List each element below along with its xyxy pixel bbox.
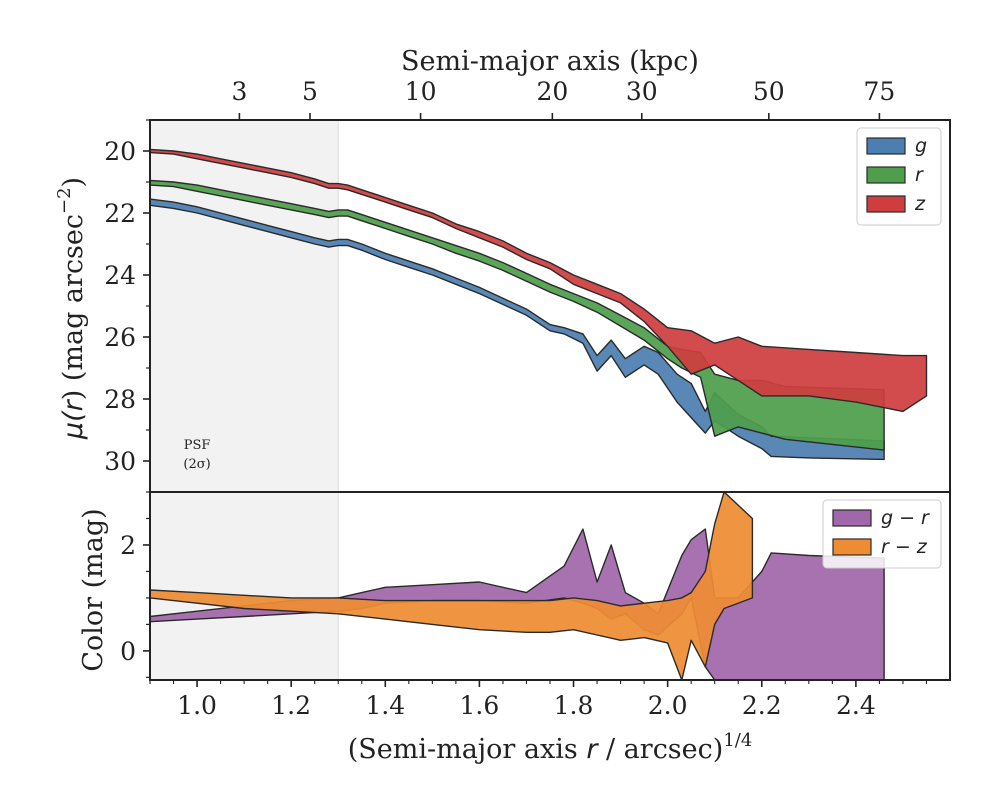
series-band-r	[150, 179, 885, 451]
y-tick-label-top: 30	[104, 447, 136, 476]
x-tick-label: 2.0	[648, 691, 688, 720]
legend-swatch	[832, 538, 872, 556]
x-tick-label: 1.8	[554, 691, 594, 720]
x-tick-label: 1.0	[177, 691, 217, 720]
x-axis-title-main: (Semi-major axis	[348, 734, 587, 765]
top-axis-title: Semi-major axis (kpc)	[401, 46, 699, 77]
legend-label: z	[914, 193, 926, 215]
legend-label: g	[915, 135, 927, 157]
x-axis-title-sup: 1/4	[723, 730, 752, 751]
legend-swatch	[866, 137, 906, 155]
legend-top: grz	[856, 127, 942, 226]
y-tick-label-bottom: 2	[120, 531, 136, 560]
x-axis-title-unit: / arcsec)	[597, 734, 723, 765]
y-axis-title-mu: μ(	[58, 410, 89, 440]
x-axis-title-var: r	[586, 734, 599, 765]
x-tick-label: 1.2	[271, 691, 311, 720]
y-tick-label-top: 24	[104, 261, 136, 290]
y-tick-label-top: 28	[104, 385, 136, 414]
y-axis-title-bottom: Color (mag)	[78, 508, 109, 671]
y-tick-label-top: 26	[104, 323, 136, 352]
top-axis-tick-label: 50	[753, 77, 785, 106]
top-panel-bands	[150, 148, 928, 461]
top-axis-tick-label: 30	[626, 77, 658, 106]
y-axis-title-unit: ) (mag arcsec	[58, 214, 89, 400]
series-band-z	[150, 148, 928, 413]
axis-ticks: 20 22 24 26 28 30 0 2 1.0 1.2 1.4 1.6 1.8 2.0 2.2 2.4 3 5…	[104, 77, 928, 720]
y-axis-title-close: )	[58, 177, 89, 188]
top-axis-tick-label: 75	[864, 77, 896, 106]
psf-label-line2: (2σ)	[183, 457, 210, 472]
x-axis-title: (Semi-major axis r / arcsec)1/4	[348, 730, 753, 765]
y-tick-label-top: 20	[104, 137, 136, 166]
top-axis-tick-label: 3	[231, 77, 247, 106]
legend-label: r − z	[881, 536, 928, 558]
psf-label-line1: PSF	[184, 438, 211, 453]
legend-swatch	[832, 509, 872, 527]
top-axis-tick-label: 5	[302, 77, 318, 106]
top-axis-tick-label: 20	[536, 77, 568, 106]
bottom-panel-bands	[150, 492, 885, 680]
legend-swatch	[866, 195, 906, 213]
series-band-r-minus-z	[150, 492, 754, 680]
legend-swatch	[866, 166, 906, 184]
psf-shaded-region-top	[150, 120, 339, 492]
x-tick-label: 2.4	[836, 691, 876, 720]
psf-shaded-region-bottom	[150, 492, 339, 680]
legend-label: r	[915, 164, 924, 186]
legend-bottom: g − r r − z	[822, 499, 942, 569]
y-axis-title-sup: −2	[54, 187, 75, 214]
x-tick-label: 2.2	[742, 691, 782, 720]
y-tick-label-bottom: 0	[120, 637, 136, 666]
y-axis-title-var: r	[58, 398, 89, 411]
top-axis-tick-label: 10	[405, 77, 437, 106]
y-axis-title-top: μ(r) (mag arcsec−2)	[54, 177, 89, 440]
legend-label: g − r	[881, 507, 930, 529]
series-band-g	[150, 198, 885, 461]
x-tick-label: 1.6	[460, 691, 500, 720]
y-tick-label-top: 22	[104, 199, 136, 228]
x-tick-label: 1.4	[365, 691, 405, 720]
